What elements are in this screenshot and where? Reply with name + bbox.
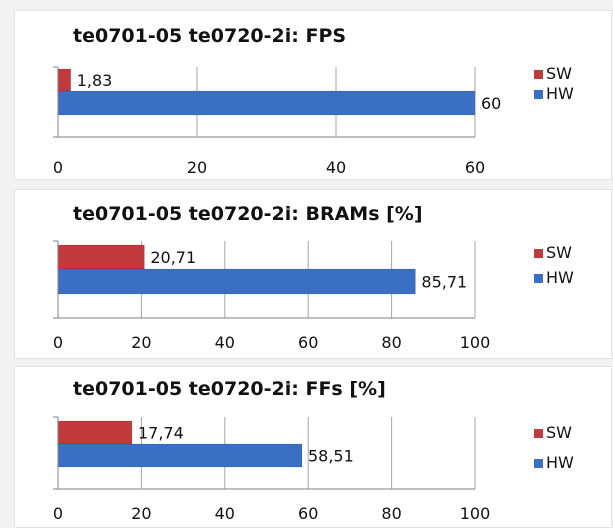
fps-legend-label-hw: HW	[546, 84, 574, 103]
ffs-legend-swatch-sw	[534, 429, 543, 438]
chart-panel-ffs: te0701-05 te0720-2i: FFs [%] 17,74 58,51 0 2…	[14, 366, 612, 528]
fps-legend-label-sw: SW	[546, 64, 572, 83]
ffs-bar-sw	[57, 420, 133, 445]
brams-x-tick-label: 20	[131, 333, 151, 352]
brams-data-label-hw: 85,71	[421, 273, 467, 292]
ffs-legend-swatch-hw	[534, 459, 543, 468]
fps-legend-swatch-hw	[534, 90, 543, 99]
fps-x-tick-label: 40	[326, 158, 346, 177]
brams-chart-svg: te0701-05 te0720-2i: BRAMs [%] 20,71 85,71…	[53, 203, 574, 352]
chart-panel-brams: te0701-05 te0720-2i: BRAMs [%] 20,71 85,71…	[14, 189, 612, 359]
ffs-x-tick-label: 100	[460, 504, 491, 523]
brams-legend-swatch-hw	[534, 274, 543, 283]
brams-bar-sw	[57, 244, 145, 270]
fps-legend-swatch-sw	[534, 70, 543, 79]
fps-chart-title: te0701-05 te0720-2i: FPS	[73, 25, 346, 47]
ffs-legend-label-hw: HW	[546, 453, 574, 472]
fps-data-label-sw: 1,83	[77, 71, 113, 90]
brams-x-tick-label: 40	[215, 333, 235, 352]
fps-x-tick-label: 0	[53, 158, 63, 177]
ffs-x-tick-label: 60	[298, 504, 318, 523]
fps-data-label-hw: 60	[481, 94, 501, 113]
ffs-chart-title: te0701-05 te0720-2i: FFs [%]	[73, 378, 386, 400]
fps-chart-svg: te0701-05 te0720-2i: FPS 1,83 60 0 20 40 60 SWH…	[53, 25, 574, 177]
brams-legend-label-sw: SW	[546, 243, 572, 262]
brams-x-tick-label: 0	[53, 333, 63, 352]
ffs-legend-label-sw: SW	[546, 423, 572, 442]
ffs-bar-hw	[57, 443, 303, 468]
brams-data-label-sw: 20,71	[150, 248, 196, 267]
ffs-x-tick-label: 40	[215, 504, 235, 523]
ffs-x-tick-label: 20	[131, 504, 151, 523]
brams-x-tick-label: 80	[381, 333, 401, 352]
ffs-data-label-hw: 58,51	[308, 447, 354, 466]
ffs-x-tick-label: 80	[381, 504, 401, 523]
brams-chart-title: te0701-05 te0720-2i: BRAMs [%]	[73, 203, 423, 225]
brams-bar-hw	[57, 268, 416, 295]
brams-x-tick-label: 100	[460, 333, 491, 352]
ffs-x-tick-label: 0	[53, 504, 63, 523]
brams-legend-label-hw: HW	[546, 268, 574, 287]
fps-bar-hw	[57, 90, 476, 116]
fps-x-tick-label: 60	[465, 158, 485, 177]
ffs-chart-svg: te0701-05 te0720-2i: FFs [%] 17,74 58,51 0 2…	[53, 378, 574, 523]
brams-legend-swatch-sw	[534, 249, 543, 258]
brams-x-tick-label: 60	[298, 333, 318, 352]
fps-bar-sw	[57, 68, 72, 92]
fps-x-tick-label: 20	[187, 158, 207, 177]
chart-panel-fps: te0701-05 te0720-2i: FPS 1,83 60 0 20 40 60 SW H…	[14, 10, 612, 180]
ffs-data-label-sw: 17,74	[138, 424, 184, 443]
